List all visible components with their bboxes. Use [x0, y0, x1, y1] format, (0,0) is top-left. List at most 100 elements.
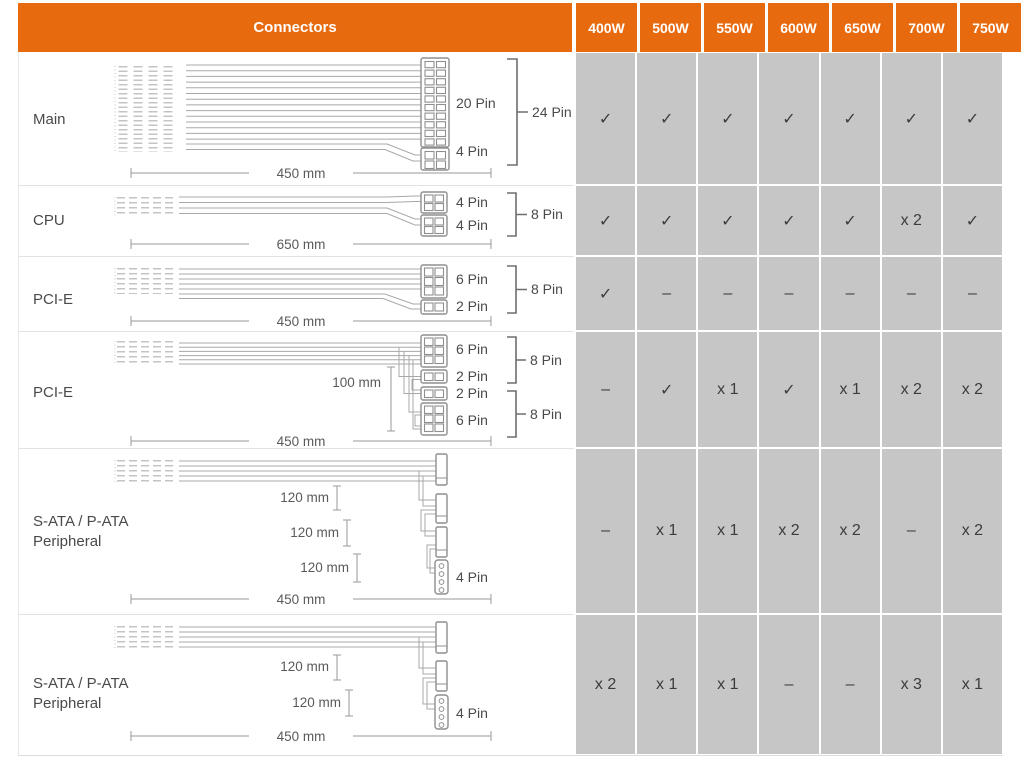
table-bottom-border [18, 755, 1002, 756]
availability-cell: ✓ [637, 186, 697, 255]
pin-label: 6 Pin [456, 341, 488, 357]
availability-cell: ✓ [576, 186, 636, 255]
pin-label: 6 Pin [456, 271, 488, 287]
watt-column-header-700w: 700W [896, 3, 957, 52]
table-row-sata-2: S-ATA / P-ATA Peripheral [0, 614, 1024, 755]
value-cells: ✓ ✓ ✓ ✓ ✓ x 2 ✓ [576, 186, 1002, 255]
bracket-label: 24 Pin [532, 104, 572, 120]
cable-length-label: 450 mm [277, 592, 326, 607]
segment-length-label: 120 mm [290, 525, 339, 540]
availability-cell: ✓ [637, 332, 697, 447]
segment-length-label: 120 mm [280, 490, 329, 505]
cpu-connector-diagram: CPU 4 Pin 4 Pin 8 Pin [19, 185, 574, 256]
availability-cell: ✓ [820, 53, 880, 184]
row-label-line2: Peripheral [33, 533, 101, 550]
pin-label: 2 Pin [456, 368, 488, 384]
availability-cell: ✓ [881, 53, 941, 184]
availability-cell: ✓ [576, 257, 636, 330]
cable-length-label: 450 mm [277, 166, 326, 181]
table-body: Main 20 Pin 4 Pin 24 Pin [0, 52, 1024, 755]
pin-label: 20 Pin [456, 95, 496, 111]
bracket-label: 8 Pin [531, 281, 563, 297]
availability-cell: ✓ [759, 53, 819, 184]
table-left-border [18, 52, 19, 755]
row-label: Main [33, 111, 66, 128]
value-cells: – x 1 x 1 x 2 x 2 – x 2 [576, 449, 1002, 613]
availability-cell: x 1 [637, 615, 697, 754]
bracket-label: 8 Pin [530, 406, 562, 422]
availability-cell: x 2 [942, 449, 1002, 613]
availability-cell: ✓ [759, 332, 819, 447]
cable-length-label: 650 mm [277, 237, 326, 252]
availability-cell: x 1 [637, 449, 697, 613]
table-row-cpu: CPU 4 Pin 4 Pin 8 Pin [0, 185, 1024, 256]
pin-label: 4 Pin [456, 569, 488, 585]
table-row-pcie-1: PCI-E 6 Pin 2 Pin 8 Pin [0, 256, 1024, 331]
availability-cell: x 1 [698, 449, 758, 613]
watt-column-header-400w: 400W [576, 3, 637, 52]
pin-label: 4 Pin [456, 143, 488, 159]
availability-cell: – [759, 257, 819, 330]
pin-label: 4 Pin [456, 217, 488, 233]
table-row-sata-1: S-ATA / P-ATA Peripheral [0, 448, 1024, 614]
availability-cell: ✓ [942, 186, 1002, 255]
connectors-header-label: Connectors [253, 19, 337, 36]
row-label: PCI-E [33, 291, 73, 308]
availability-cell: – [576, 449, 636, 613]
availability-cell: x 2 [759, 449, 819, 613]
availability-cell: – [820, 615, 880, 754]
cable-length-label: 450 mm [277, 434, 326, 448]
pin-label: 2 Pin [456, 298, 488, 314]
value-cells: x 2 x 1 x 1 – – x 3 x 1 [576, 615, 1002, 754]
watt-column-header-600w: 600W [768, 3, 829, 52]
availability-cell: – [881, 449, 941, 613]
row-label: S-ATA / P-ATA [33, 675, 129, 692]
watt-column-header-750w: 750W [960, 3, 1021, 52]
availability-cell: x 2 [576, 615, 636, 754]
availability-cell: ✓ [637, 53, 697, 184]
segment-length-label: 120 mm [300, 560, 349, 575]
row-label: PCI-E [33, 384, 73, 401]
availability-cell: x 1 [698, 615, 758, 754]
row-label: CPU [33, 212, 65, 229]
availability-cell: ✓ [576, 53, 636, 184]
connectors-header: Connectors [18, 3, 572, 52]
bracket-label: 8 Pin [531, 206, 563, 222]
cable-length-label: 450 mm [277, 729, 326, 744]
value-cells: ✓ – – – – – – [576, 257, 1002, 330]
segment-length-label: 100 mm [332, 375, 381, 390]
availability-cell: – [881, 257, 941, 330]
value-cells: – ✓ x 1 ✓ x 1 x 2 x 2 [576, 332, 1002, 447]
bracket-label: 8 Pin [530, 352, 562, 368]
watt-column-header-650w: 650W [832, 3, 893, 52]
segment-length-label: 120 mm [292, 695, 341, 710]
availability-cell: x 1 [698, 332, 758, 447]
availability-cell: – [942, 257, 1002, 330]
pcie-dual-8pin-diagram: PCI-E 6 Pin [19, 331, 574, 448]
availability-cell: x 2 [881, 332, 941, 447]
availability-cell: x 2 [881, 186, 941, 255]
availability-cell: x 3 [881, 615, 941, 754]
pin-label: 4 Pin [456, 705, 488, 721]
watt-column-header-500w: 500W [640, 3, 701, 52]
availability-cell: ✓ [698, 186, 758, 255]
value-cells: ✓ ✓ ✓ ✓ ✓ ✓ ✓ [576, 53, 1002, 184]
availability-cell: – [820, 257, 880, 330]
row-label: S-ATA / P-ATA [33, 513, 129, 530]
wattage-header-row: 400W 500W 550W 600W 650W 700W 750W [576, 3, 1021, 52]
availability-cell: x 1 [942, 615, 1002, 754]
cable-length-label: 450 mm [277, 314, 326, 329]
availability-cell: ✓ [759, 186, 819, 255]
pin-label: 4 Pin [456, 194, 488, 210]
pin-label: 2 Pin [456, 385, 488, 401]
pin-label: 6 Pin [456, 412, 488, 428]
availability-cell: – [637, 257, 697, 330]
pcie-8pin-diagram: PCI-E 6 Pin 2 Pin 8 Pin [19, 256, 574, 331]
table-row-main: Main 20 Pin 4 Pin 24 Pin [0, 52, 1024, 185]
availability-cell: – [698, 257, 758, 330]
watt-column-header-550w: 550W [704, 3, 765, 52]
availability-cell: – [759, 615, 819, 754]
availability-cell: ✓ [698, 53, 758, 184]
availability-cell: ✓ [820, 186, 880, 255]
